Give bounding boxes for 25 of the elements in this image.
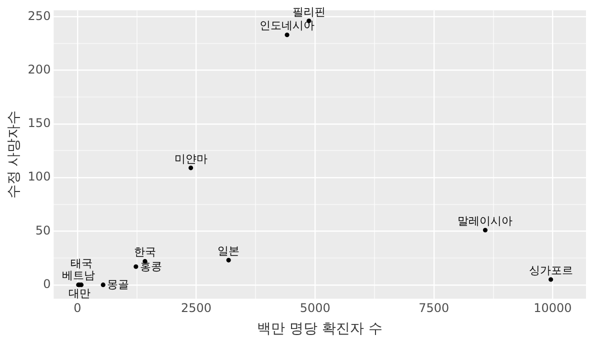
- data-label: 베트남: [62, 269, 95, 282]
- x-axis-title: 백만 명당 확진자 수: [257, 321, 383, 338]
- data-label: 일본: [218, 244, 240, 258]
- data-label: 인도네시아: [260, 19, 315, 32]
- data-label: 대만: [68, 287, 90, 300]
- y-tick-label: 150: [28, 116, 51, 130]
- y-axis-title: 수정 사망자수: [6, 110, 22, 199]
- y-tick-label: 250: [28, 8, 51, 23]
- x-tick-label: 2500: [181, 301, 212, 316]
- data-label: 말레이시아: [458, 214, 513, 228]
- data-label: 홍콩: [140, 260, 162, 273]
- y-tick-label: 50: [35, 223, 51, 238]
- data-label: 미얀마: [174, 152, 208, 166]
- data-label: 싱가포르: [528, 264, 573, 277]
- data-label: 몽골: [107, 278, 130, 292]
- x-tick-label: 7500: [418, 301, 450, 316]
- data-label: 태국: [70, 257, 92, 270]
- y-tick-label: 0: [43, 276, 51, 291]
- x-tick-label: 10000: [534, 301, 572, 316]
- x-tick-label: 0: [74, 301, 82, 316]
- y-tick-label: 200: [28, 62, 51, 76]
- data-label: 필리핀: [292, 5, 326, 18]
- x-tick-label: 5000: [300, 301, 330, 316]
- data-label: 한국: [134, 246, 156, 259]
- y-tick-label: 100: [28, 170, 51, 184]
